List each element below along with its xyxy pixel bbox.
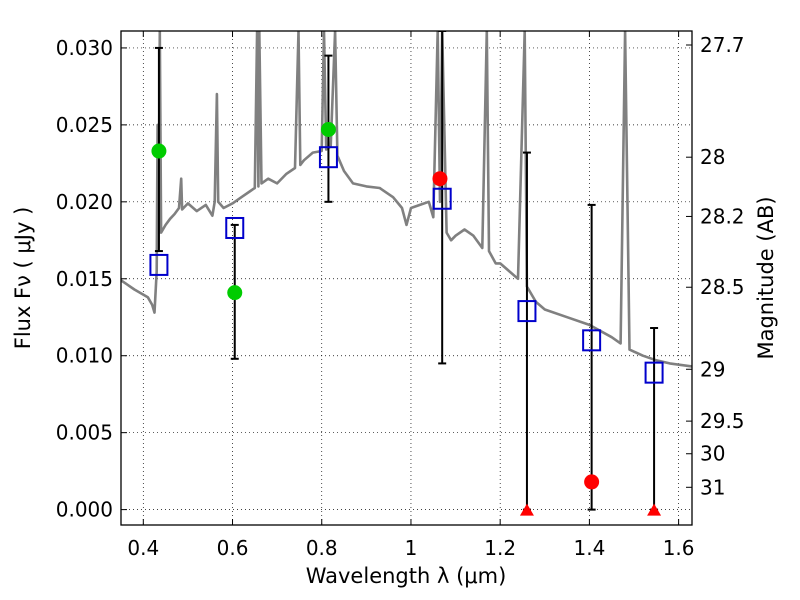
square-marker xyxy=(149,253,169,276)
y-tick-label: 0.010 xyxy=(56,344,113,368)
circle-marker xyxy=(432,171,448,187)
x-tick-label: 0.6 xyxy=(217,536,249,560)
circle-marker xyxy=(320,121,336,137)
ticks: 0.4 0.6 0.8 1 1.2 1.4 1.6 0.000 0.005 0.010 0.015 0… xyxy=(56,31,745,560)
y2-tick-label: 27.7 xyxy=(700,33,745,57)
square-marker xyxy=(582,329,602,352)
square-marker xyxy=(517,300,537,323)
y-tick-label: 0.005 xyxy=(56,421,113,445)
circle-marker xyxy=(151,143,167,159)
plot-frame xyxy=(120,30,693,526)
markers xyxy=(149,121,664,516)
circle-marker xyxy=(584,474,600,490)
y2-axis-label: Magnitude (AB) xyxy=(754,196,778,359)
x-tick-label: 1.2 xyxy=(484,536,516,560)
x-tick-label: 0.8 xyxy=(306,536,338,560)
y-tick-label: 0.030 xyxy=(56,36,113,60)
y-tick-label: 0.025 xyxy=(56,113,113,137)
y-tick-label: 0.020 xyxy=(56,190,113,214)
y2-tick-label: 29.5 xyxy=(700,409,745,433)
y-axis-label: Flux Fν ( μJy ) xyxy=(11,207,35,350)
error-bars xyxy=(154,31,659,511)
triangle-marker xyxy=(519,503,534,516)
x-axis-label: Wavelength λ (μm) xyxy=(306,564,507,588)
x-tick-label: 1.4 xyxy=(573,536,605,560)
y2-tick-label: 28.2 xyxy=(700,204,745,228)
square-marker xyxy=(432,187,452,210)
y2-tick-label: 30 xyxy=(700,442,725,466)
circle-marker xyxy=(227,285,243,301)
grid xyxy=(121,31,692,525)
x-tick-label: 1 xyxy=(405,536,418,560)
y2-tick-label: 29 xyxy=(700,357,725,381)
square-marker xyxy=(318,146,338,169)
triangle-marker xyxy=(647,503,662,516)
spectrum xyxy=(121,31,692,368)
y-tick-label: 0.000 xyxy=(56,498,113,522)
spectrum-line xyxy=(121,31,692,368)
square-marker xyxy=(225,216,245,239)
y2-tick-label: 31 xyxy=(700,475,725,499)
square-marker xyxy=(644,361,664,384)
y-tick-label: 0.015 xyxy=(56,267,113,291)
y2-tick-label: 28.5 xyxy=(700,275,745,299)
x-tick-label: 1.6 xyxy=(663,536,695,560)
y2-tick-label: 28 xyxy=(700,145,725,169)
x-tick-label: 0.4 xyxy=(127,536,159,560)
